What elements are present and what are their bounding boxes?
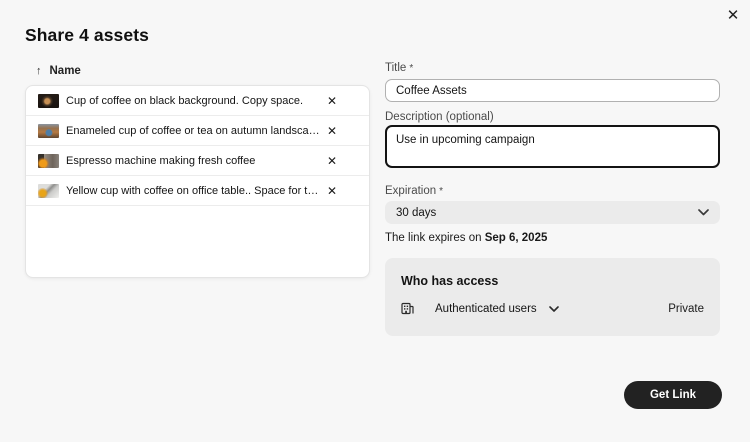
asset-thumbnail — [38, 153, 59, 168]
access-heading: Who has access — [401, 274, 499, 288]
title-label-text: Title — [385, 62, 407, 74]
asset-list-header[interactable]: ↑ Name — [36, 65, 81, 77]
asset-name: Enameled cup of coffee or tea on autumn … — [66, 124, 323, 137]
remove-asset-button[interactable]: ✕ — [323, 183, 341, 199]
who-has-access-panel: Who has access Authenticated users Priva… — [385, 258, 720, 336]
asset-thumbnail — [38, 123, 59, 138]
page-title: Share 4 assets — [25, 25, 149, 45]
access-level-selector[interactable]: Authenticated users — [401, 302, 559, 315]
chevron-down-icon — [548, 305, 559, 312]
access-selected-value: Authenticated users — [435, 302, 537, 315]
get-link-button[interactable]: Get Link — [624, 381, 722, 409]
close-icon[interactable]: ✕ — [723, 5, 743, 25]
table-row: Yellow cup with coffee on office table..… — [26, 176, 369, 206]
expiry-date: Sep 6, 2025 — [484, 232, 548, 244]
expiration-label-text: Expiration — [385, 185, 437, 197]
title-field[interactable] — [385, 79, 720, 102]
asset-list: Cup of coffee on black background. Copy … — [25, 85, 370, 278]
name-column-header: Name — [49, 65, 81, 77]
asset-name: Cup of coffee on black background. Copy … — [66, 94, 304, 107]
asset-thumbnail — [38, 93, 59, 108]
expiration-dropdown[interactable]: 30 days — [385, 201, 720, 224]
asset-name: Espresso machine making fresh coffee — [66, 154, 256, 167]
remove-asset-button[interactable]: ✕ — [323, 153, 341, 169]
required-marker: * — [409, 63, 414, 74]
description-field[interactable] — [385, 125, 720, 168]
remove-asset-button[interactable]: ✕ — [323, 123, 341, 139]
asset-name: Yellow cup with coffee on office table..… — [66, 184, 323, 197]
expiry-note-text: The link expires on — [385, 232, 485, 244]
title-field-label: Title * — [385, 62, 413, 74]
required-marker: * — [439, 186, 444, 197]
organization-icon — [401, 302, 414, 315]
description-field-label: Description (optional) — [385, 111, 494, 123]
table-row: Cup of coffee on black background. Copy … — [26, 86, 369, 116]
sort-ascending-icon: ↑ — [36, 65, 42, 77]
table-row: Enameled cup of coffee or tea on autumn … — [26, 116, 369, 146]
chevron-down-icon — [698, 209, 709, 216]
access-visibility-badge: Private — [668, 302, 704, 315]
expiration-field-label: Expiration * — [385, 185, 443, 197]
expiration-selected-value: 30 days — [396, 206, 437, 219]
access-row: Authenticated users Private — [401, 302, 704, 315]
table-row: Espresso machine making fresh coffee ✕ — [26, 146, 369, 176]
remove-asset-button[interactable]: ✕ — [323, 93, 341, 109]
expiry-note: The link expires on Sep 6, 2025 — [385, 232, 547, 244]
asset-thumbnail — [38, 183, 59, 198]
